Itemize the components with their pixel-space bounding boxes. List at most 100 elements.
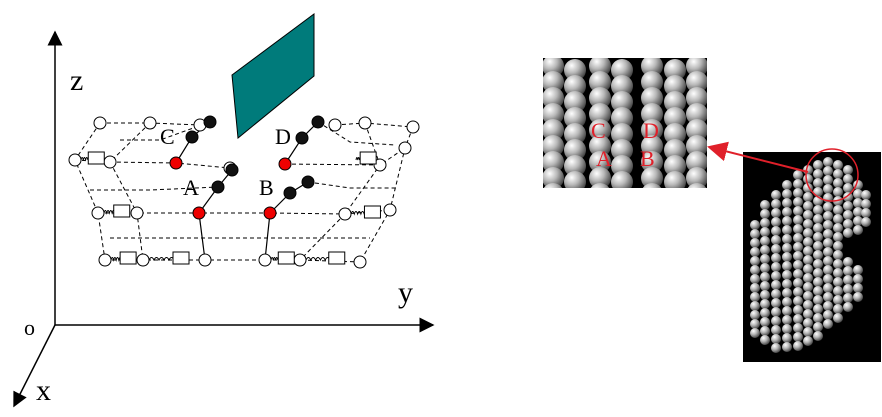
sphere — [803, 201, 813, 211]
sphere — [843, 266, 853, 276]
link — [265, 213, 270, 260]
sphere — [750, 319, 760, 329]
sphere — [771, 217, 781, 227]
sphere — [803, 336, 813, 346]
sphere — [760, 281, 770, 291]
sphere — [823, 175, 833, 185]
sphere — [782, 306, 792, 316]
sphere — [793, 251, 803, 261]
sphere — [803, 255, 813, 265]
sphere — [843, 302, 853, 312]
sphere — [793, 197, 803, 207]
sphere — [793, 314, 803, 324]
sphere — [793, 170, 803, 180]
sphere — [793, 242, 803, 252]
sphere — [823, 184, 833, 194]
sphere — [843, 284, 853, 294]
damper — [329, 252, 345, 264]
sphere — [750, 301, 760, 311]
sphere — [833, 205, 843, 215]
mesh-line — [110, 123, 150, 260]
sphere — [861, 190, 871, 200]
sphere — [843, 219, 853, 229]
black-node — [284, 187, 296, 199]
sphere — [813, 322, 823, 332]
damper — [173, 252, 189, 264]
sphere — [793, 278, 803, 288]
damper — [364, 206, 380, 218]
sphere — [813, 268, 823, 278]
damper — [120, 252, 136, 264]
sphere — [771, 244, 781, 254]
sphere — [664, 171, 686, 193]
sphere — [771, 316, 781, 326]
sphere — [760, 227, 770, 237]
sphere — [750, 238, 760, 248]
sphere — [771, 280, 781, 290]
sphere — [843, 257, 853, 267]
sphere — [803, 192, 813, 202]
sphere — [803, 174, 813, 184]
sphere — [750, 274, 760, 284]
sphere — [760, 290, 770, 300]
sphere — [760, 317, 770, 327]
sphere — [803, 273, 813, 283]
node — [294, 254, 306, 266]
sphere — [782, 207, 792, 217]
sphere — [771, 199, 781, 209]
sphere — [760, 272, 770, 282]
sphere — [782, 252, 792, 262]
node — [199, 254, 211, 266]
sphere — [823, 292, 833, 302]
sphere — [843, 174, 853, 184]
sphere — [853, 292, 863, 302]
sphere — [823, 229, 833, 239]
sphere — [686, 183, 708, 205]
sphere — [793, 233, 803, 243]
sphere — [793, 188, 803, 198]
sphere — [833, 241, 843, 251]
sphere — [771, 235, 781, 245]
sphere — [833, 295, 843, 305]
axis-label-x: x — [36, 374, 51, 407]
sphere — [782, 270, 792, 280]
sphere — [823, 265, 833, 275]
sphere — [803, 327, 813, 337]
sphere — [589, 183, 611, 205]
mesh — [69, 116, 419, 268]
sphere — [813, 214, 823, 224]
sphere — [782, 198, 792, 208]
sphere — [782, 342, 792, 352]
sphere — [813, 187, 823, 197]
node — [144, 117, 156, 129]
sphere — [793, 341, 803, 351]
sphere — [771, 289, 781, 299]
sphere — [813, 259, 823, 269]
sphere — [833, 313, 843, 323]
node — [99, 254, 111, 266]
black-node — [296, 132, 308, 144]
sphere — [793, 215, 803, 225]
sphere — [793, 269, 803, 279]
sphere — [750, 256, 760, 266]
sphere — [823, 247, 833, 257]
sphere — [853, 225, 863, 235]
node-label: B — [259, 175, 274, 200]
sphere — [823, 283, 833, 293]
sphere — [782, 234, 792, 244]
sphere — [833, 259, 843, 269]
axis-label-z: z — [70, 64, 83, 97]
sphere — [833, 214, 843, 224]
node-label: A — [183, 175, 199, 200]
sphere — [813, 313, 823, 323]
sphere — [793, 305, 803, 315]
sphere — [813, 178, 823, 188]
sphere — [750, 310, 760, 320]
sphere — [782, 324, 792, 334]
sphere — [833, 169, 843, 179]
sphere — [803, 291, 813, 301]
sphere — [833, 160, 843, 170]
sphere — [813, 223, 823, 233]
sphere — [793, 287, 803, 297]
sphere — [823, 211, 833, 221]
